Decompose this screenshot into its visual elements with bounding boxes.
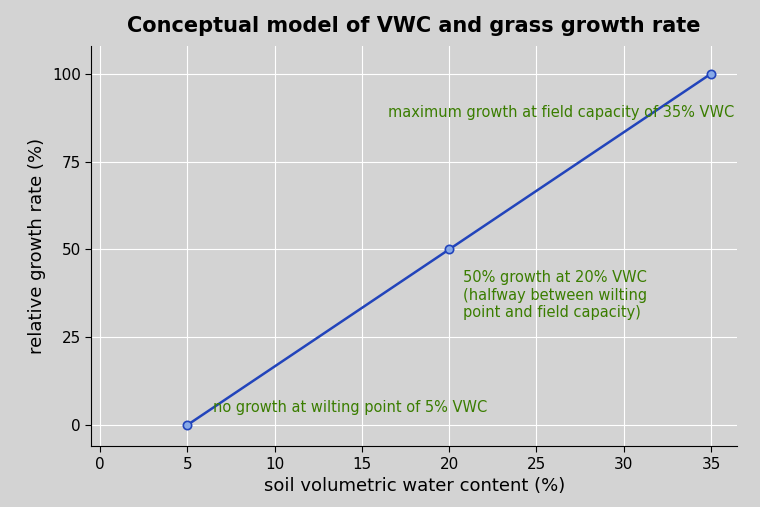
Y-axis label: relative growth rate (%): relative growth rate (%) <box>28 138 46 354</box>
Text: maximum growth at field capacity of 35% VWC: maximum growth at field capacity of 35% … <box>388 105 734 120</box>
Text: no growth at wilting point of 5% VWC: no growth at wilting point of 5% VWC <box>214 400 488 415</box>
Title: Conceptual model of VWC and grass growth rate: Conceptual model of VWC and grass growth… <box>128 16 701 35</box>
Text: 50% growth at 20% VWC
(halfway between wilting
point and field capacity): 50% growth at 20% VWC (halfway between w… <box>463 271 648 320</box>
X-axis label: soil volumetric water content (%): soil volumetric water content (%) <box>264 477 565 495</box>
